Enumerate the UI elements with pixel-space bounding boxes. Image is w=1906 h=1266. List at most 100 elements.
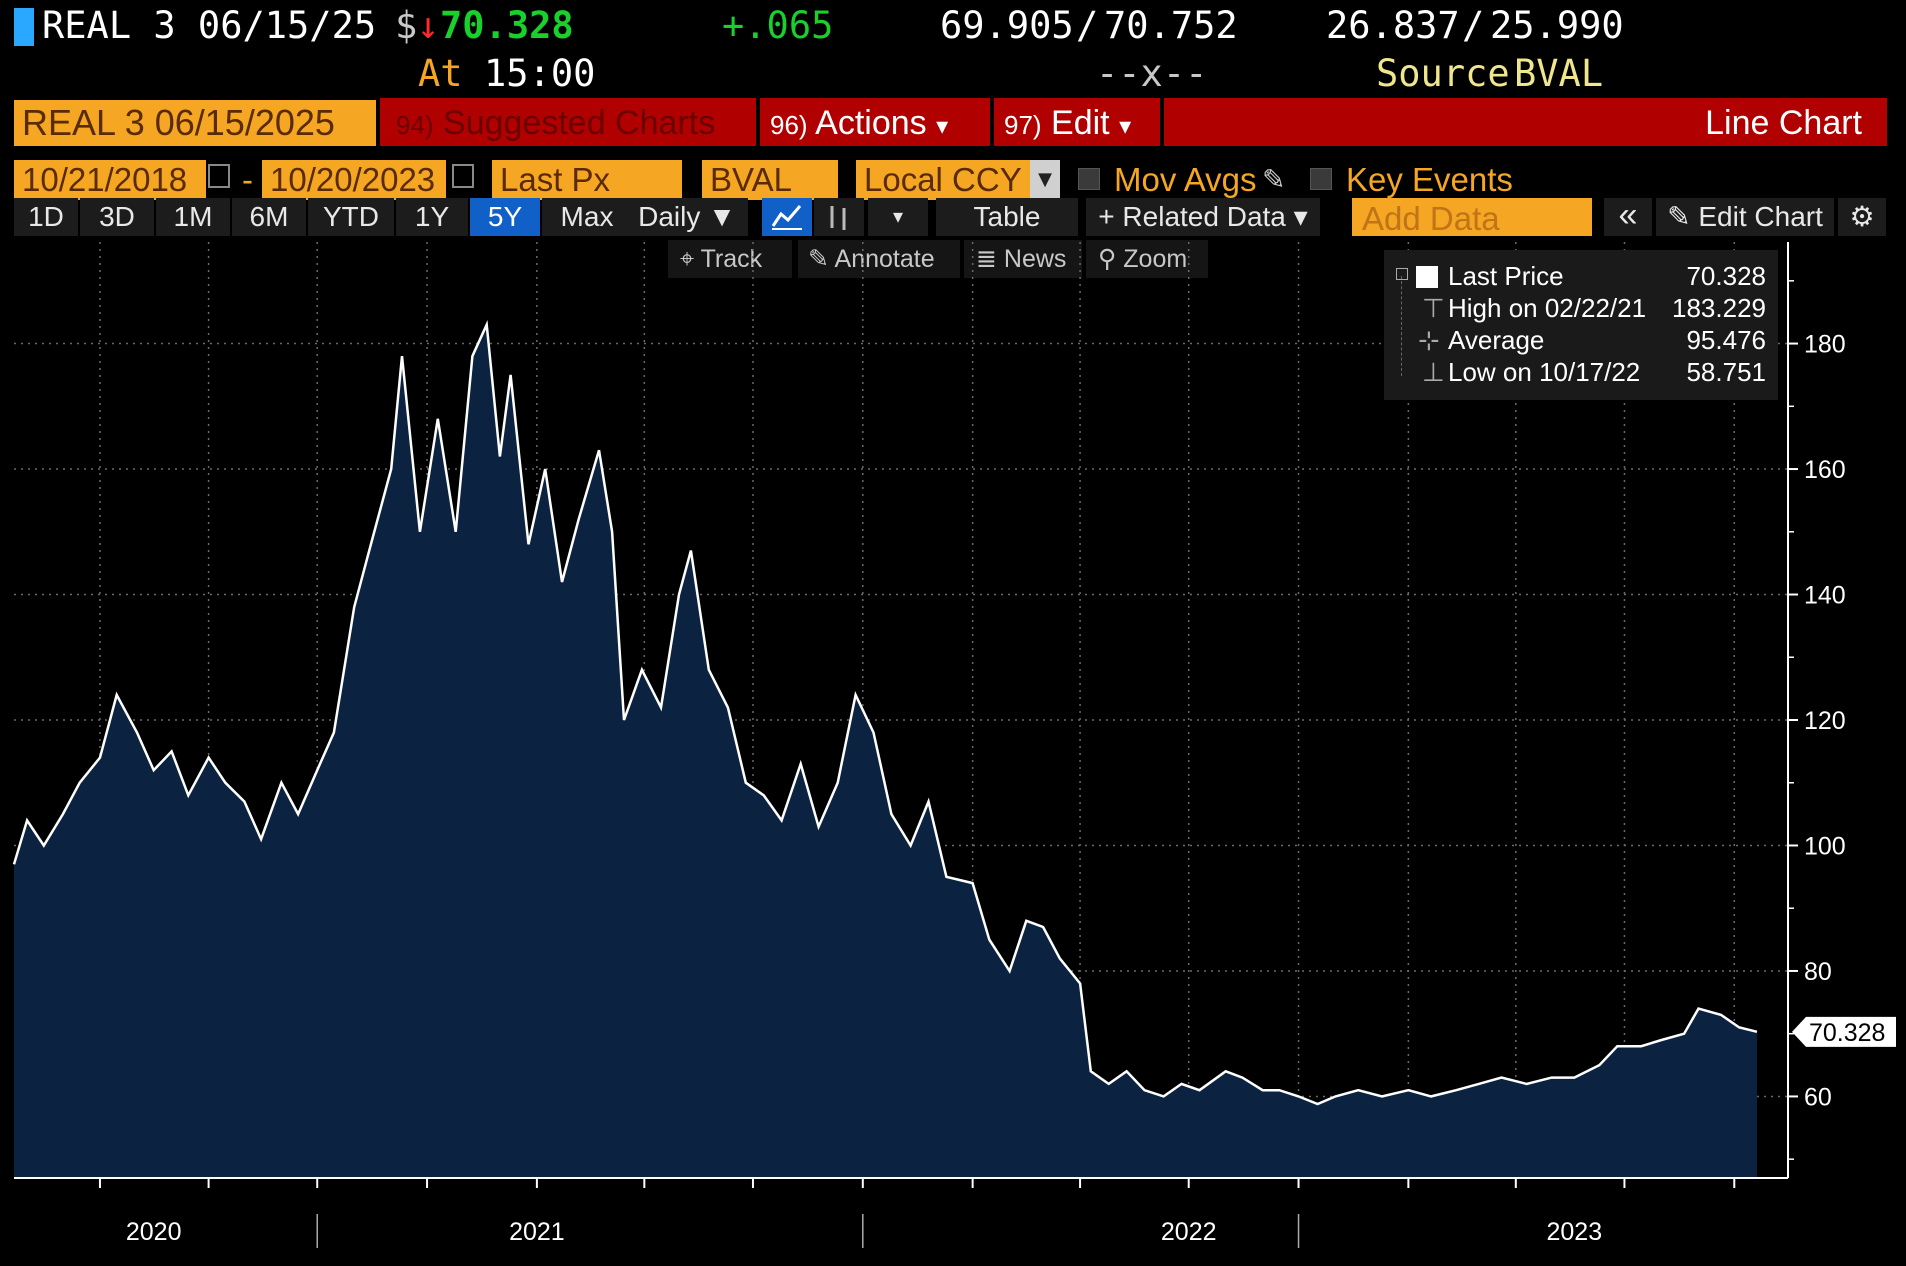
period-button-1y[interactable]: 1Y [396,198,468,236]
y-tick-label: 140 [1804,582,1846,610]
key-events-label[interactable]: Key Events [1346,161,1513,198]
suggested-charts-label: Suggested Charts [443,104,716,142]
down-arrow-icon: ↓ [417,4,440,47]
legend-tree-line [1401,276,1403,376]
annotate-label: Annotate [834,245,935,273]
crosshair-icon: ⌖ [680,245,695,273]
currency-dropdown-icon[interactable]: ▼ [1030,160,1060,200]
edit-num: 97) [1004,110,1042,140]
y-tick-label: 180 [1804,331,1846,359]
edit-menu[interactable]: 97) Edit ▾ [1004,100,1131,146]
yield-bid: 26.837 [1326,4,1460,47]
zoom-tool[interactable]: ⚲ Zoom [1086,240,1208,278]
pricing-source-select[interactable]: BVAL [702,160,838,200]
bid-ask-separator: / [1076,4,1099,47]
calendar-icon[interactable] [208,164,230,188]
suggested-charts-num: 94) [396,110,434,140]
high-marker-icon: ⊤ [1422,293,1445,323]
period-button-1m[interactable]: 1M [156,198,230,236]
period-button-ytd[interactable]: YTD [308,198,394,236]
chart-legend: Last Price 70.328 ⊤ High on 02/22/21 183… [1384,250,1778,400]
legend-high: ⊤ High on 02/22/21 183.229 [1384,292,1778,324]
edit-chart-pencil-icon: ✎ [1667,201,1691,232]
track-tool[interactable]: ⌖ Track [668,240,792,278]
yield-separator: / [1462,4,1485,47]
related-data-button[interactable]: + Related Data ▾ [1086,198,1320,236]
news-tool[interactable]: ≣ News [964,240,1082,278]
menu-bar [380,98,1887,146]
net-change: +.065 [722,4,834,47]
x-tick-label: 2021 [509,1218,565,1246]
period-button-6m[interactable]: 6M [232,198,306,236]
bid-price: 69.905 [940,4,1074,47]
settings-gear-icon[interactable]: ⚙ [1838,198,1886,236]
mov-avgs-checkbox[interactable] [1078,168,1100,190]
calendar-icon[interactable] [452,164,474,188]
edit-label: Edit [1051,104,1110,142]
mov-avgs-label[interactable]: Mov Avgs [1114,161,1257,198]
x-tick-label: 2022 [1161,1218,1217,1246]
actions-dropdown-icon: ▾ [936,113,949,140]
edit-chart-label: Edit Chart [1698,201,1823,232]
news-icon: ≣ [976,245,997,273]
legend-average-value: 95.476 [1686,325,1766,355]
last-price: 70.328 [440,4,574,47]
last-value-label: 70.328 [1809,1019,1885,1047]
zoom-label: Zoom [1123,245,1188,273]
actions-menu[interactable]: 96) Actions ▾ [770,100,948,146]
legend-average: ⊹ Average 95.476 [1384,324,1778,356]
period-button-5y[interactable]: 5Y [470,198,540,236]
annotate-pencil-icon: ✎ [808,245,829,273]
legend-last-value: 70.328 [1686,261,1766,291]
price-line [12,319,1758,1106]
y-tick-label: 80 [1804,958,1832,986]
source-value: BVAL [1514,52,1604,95]
menu-divider [990,98,994,146]
legend-high-label: High on 02/22/21 [1448,293,1647,323]
average-marker-icon: ⊹ [1418,325,1440,355]
y-tick-label: 120 [1804,707,1846,735]
period-button-3d[interactable]: 3D [80,198,154,236]
price-field-select[interactable]: Last Px [492,160,682,200]
pencil-icon[interactable]: ✎ [1262,164,1286,195]
legend-low-value: 58.751 [1686,357,1766,387]
legend-collapse-icon[interactable] [1396,268,1408,280]
legend-high-value: 183.229 [1672,293,1766,323]
collapse-button[interactable]: « [1604,198,1652,236]
chart-style-dropdown-icon[interactable]: ▾ [868,198,928,236]
date-separator: - [242,161,253,198]
y-tick-label: 60 [1804,1083,1832,1111]
legend-last-label: Last Price [1448,261,1564,291]
legend-last-swatch [1416,266,1438,288]
security-field[interactable]: REAL 3 06/15/2025 [14,100,376,146]
currency-symbol: $ [395,4,418,47]
track-label: Track [700,245,763,273]
chart-type-label[interactable]: Line Chart [1705,104,1862,142]
legend-last-price: Last Price 70.328 [1384,260,1778,292]
line-chart-icon[interactable] [762,198,812,236]
add-data-input[interactable]: Add Data [1352,198,1592,236]
legend-average-label: Average [1448,325,1545,355]
currency-select[interactable]: Local CCY [856,160,1030,200]
zoom-magnifier-icon: ⚲ [1098,245,1117,273]
bar-chart-icon[interactable] [814,198,864,236]
ticker-label: REAL 3 06/15/25 [42,4,377,47]
ask-price: 70.752 [1104,4,1238,47]
actions-num: 96) [770,110,808,140]
price-area-fill [14,324,1757,1178]
yield-ask: 25.990 [1490,4,1624,47]
end-date-field[interactable]: 10/20/2023 [262,160,446,200]
legend-low-label: Low on 10/17/22 [1448,357,1641,387]
quote-size: --x-- [1096,52,1208,95]
suggested-charts-menu[interactable]: 94) Suggested Charts [396,100,715,146]
source-label: Source [1376,52,1510,95]
frequency-select[interactable]: Daily ▼ [626,198,748,236]
period-button-max[interactable]: Max [542,198,632,236]
period-button-1d[interactable]: 1D [14,198,78,236]
start-date-field[interactable]: 10/21/2018 [14,160,206,200]
table-button[interactable]: Table [936,198,1078,236]
annotate-tool[interactable]: ✎ Annotate [798,240,960,278]
key-events-checkbox[interactable] [1310,168,1332,190]
edit-chart-button[interactable]: ✎ Edit Chart [1656,198,1834,236]
y-tick-label: 100 [1804,832,1846,860]
